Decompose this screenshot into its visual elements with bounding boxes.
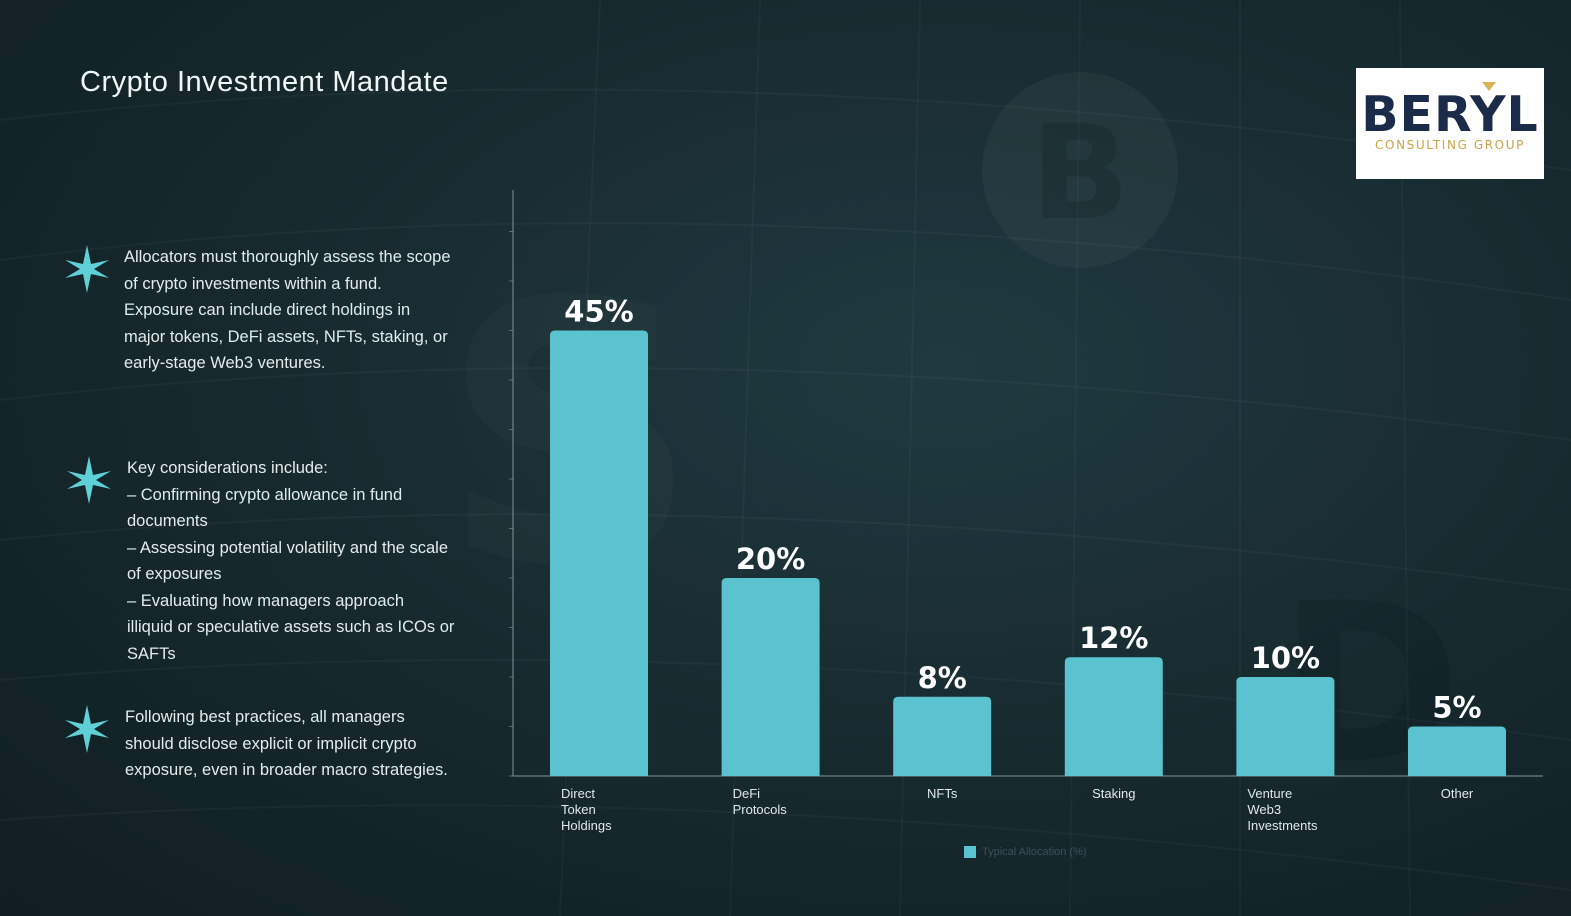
x-tick-label: Token	[561, 802, 596, 817]
legend-label: Typical Allocation (%)	[982, 846, 1087, 859]
star-icon	[65, 705, 109, 753]
bullet-line: illiquid or speculative assets such as I…	[127, 618, 455, 636]
bullet-line: of crypto investments within a fund.	[124, 274, 382, 293]
company-logo: BERYL CONSULTING GROUP	[1356, 68, 1544, 179]
x-tick-label: NFTs	[927, 786, 958, 801]
bar	[721, 578, 820, 776]
slide-title: Crypto Investment Mandate	[80, 66, 449, 98]
bar	[1408, 726, 1506, 776]
x-tick-label: Web3	[1247, 802, 1281, 817]
x-tick-label: Staking	[1092, 786, 1135, 801]
bullet-line: Key considerations include:	[127, 459, 328, 477]
bullet-line: exposure, even in broader macro strategi…	[125, 761, 448, 779]
svg-text:B: B	[1030, 97, 1129, 249]
bullet-line: documents	[127, 512, 208, 530]
bitcoin-coin-icon	[982, 72, 1178, 268]
bullet-line: Following best practices, all managers	[125, 708, 405, 726]
bullet-line: major tokens, DeFi assets, NFTs, staking…	[124, 327, 448, 346]
bullet-line: Allocators must thoroughly assess the sc…	[124, 248, 451, 266]
data-label: 45%	[564, 295, 633, 329]
x-tick-label: Venture	[1247, 786, 1292, 801]
bullet-text-2: Key considerations include: – Confirming…	[127, 455, 507, 667]
bullet-line: of exposures	[127, 565, 222, 583]
bullet-line: Exposure can include direct holdings in	[124, 301, 411, 319]
bullet-line: – Evaluating how managers approach	[127, 591, 405, 610]
logo-subtitle: CONSULTING GROUP	[1375, 138, 1525, 152]
bar	[550, 330, 648, 776]
bar	[1064, 657, 1163, 776]
x-tick-label: Holdings	[561, 818, 612, 833]
data-label: 5%	[1432, 691, 1481, 725]
bullet-line: SAFTs	[127, 644, 176, 663]
x-tick-label: Protocols	[733, 802, 788, 817]
bullet-line: should disclose explicit or implicit cry…	[125, 734, 417, 753]
bar	[893, 696, 992, 776]
x-tick-label: Direct	[561, 786, 595, 801]
legend-swatch	[964, 846, 976, 859]
bullet-text-1: Allocators must thoroughly assess the sc…	[124, 244, 504, 377]
data-label: 8%	[918, 661, 967, 695]
bullet-line: early-stage Web3 ventures.	[124, 354, 326, 372]
gem-icon	[1482, 82, 1496, 91]
x-tick-label: Investments	[1247, 818, 1318, 833]
x-tick-label: Other	[1441, 786, 1474, 801]
bar	[1236, 677, 1335, 776]
x-tick-label: DeFi	[733, 786, 761, 801]
data-label: 12%	[1079, 621, 1148, 655]
star-icon	[67, 456, 111, 504]
bullet-text-3: Following best practices, all managers s…	[125, 704, 505, 784]
data-label: 20%	[736, 542, 805, 576]
logo-name: BERYL	[1361, 86, 1539, 143]
data-label: 10%	[1251, 641, 1320, 675]
chart-legend: Typical Allocation (%)	[964, 846, 1087, 862]
bullet-line: – Assessing potential volatility and the…	[127, 538, 449, 557]
star-icon	[65, 245, 109, 293]
bullet-line: – Confirming crypto allowance in fund	[127, 485, 403, 504]
